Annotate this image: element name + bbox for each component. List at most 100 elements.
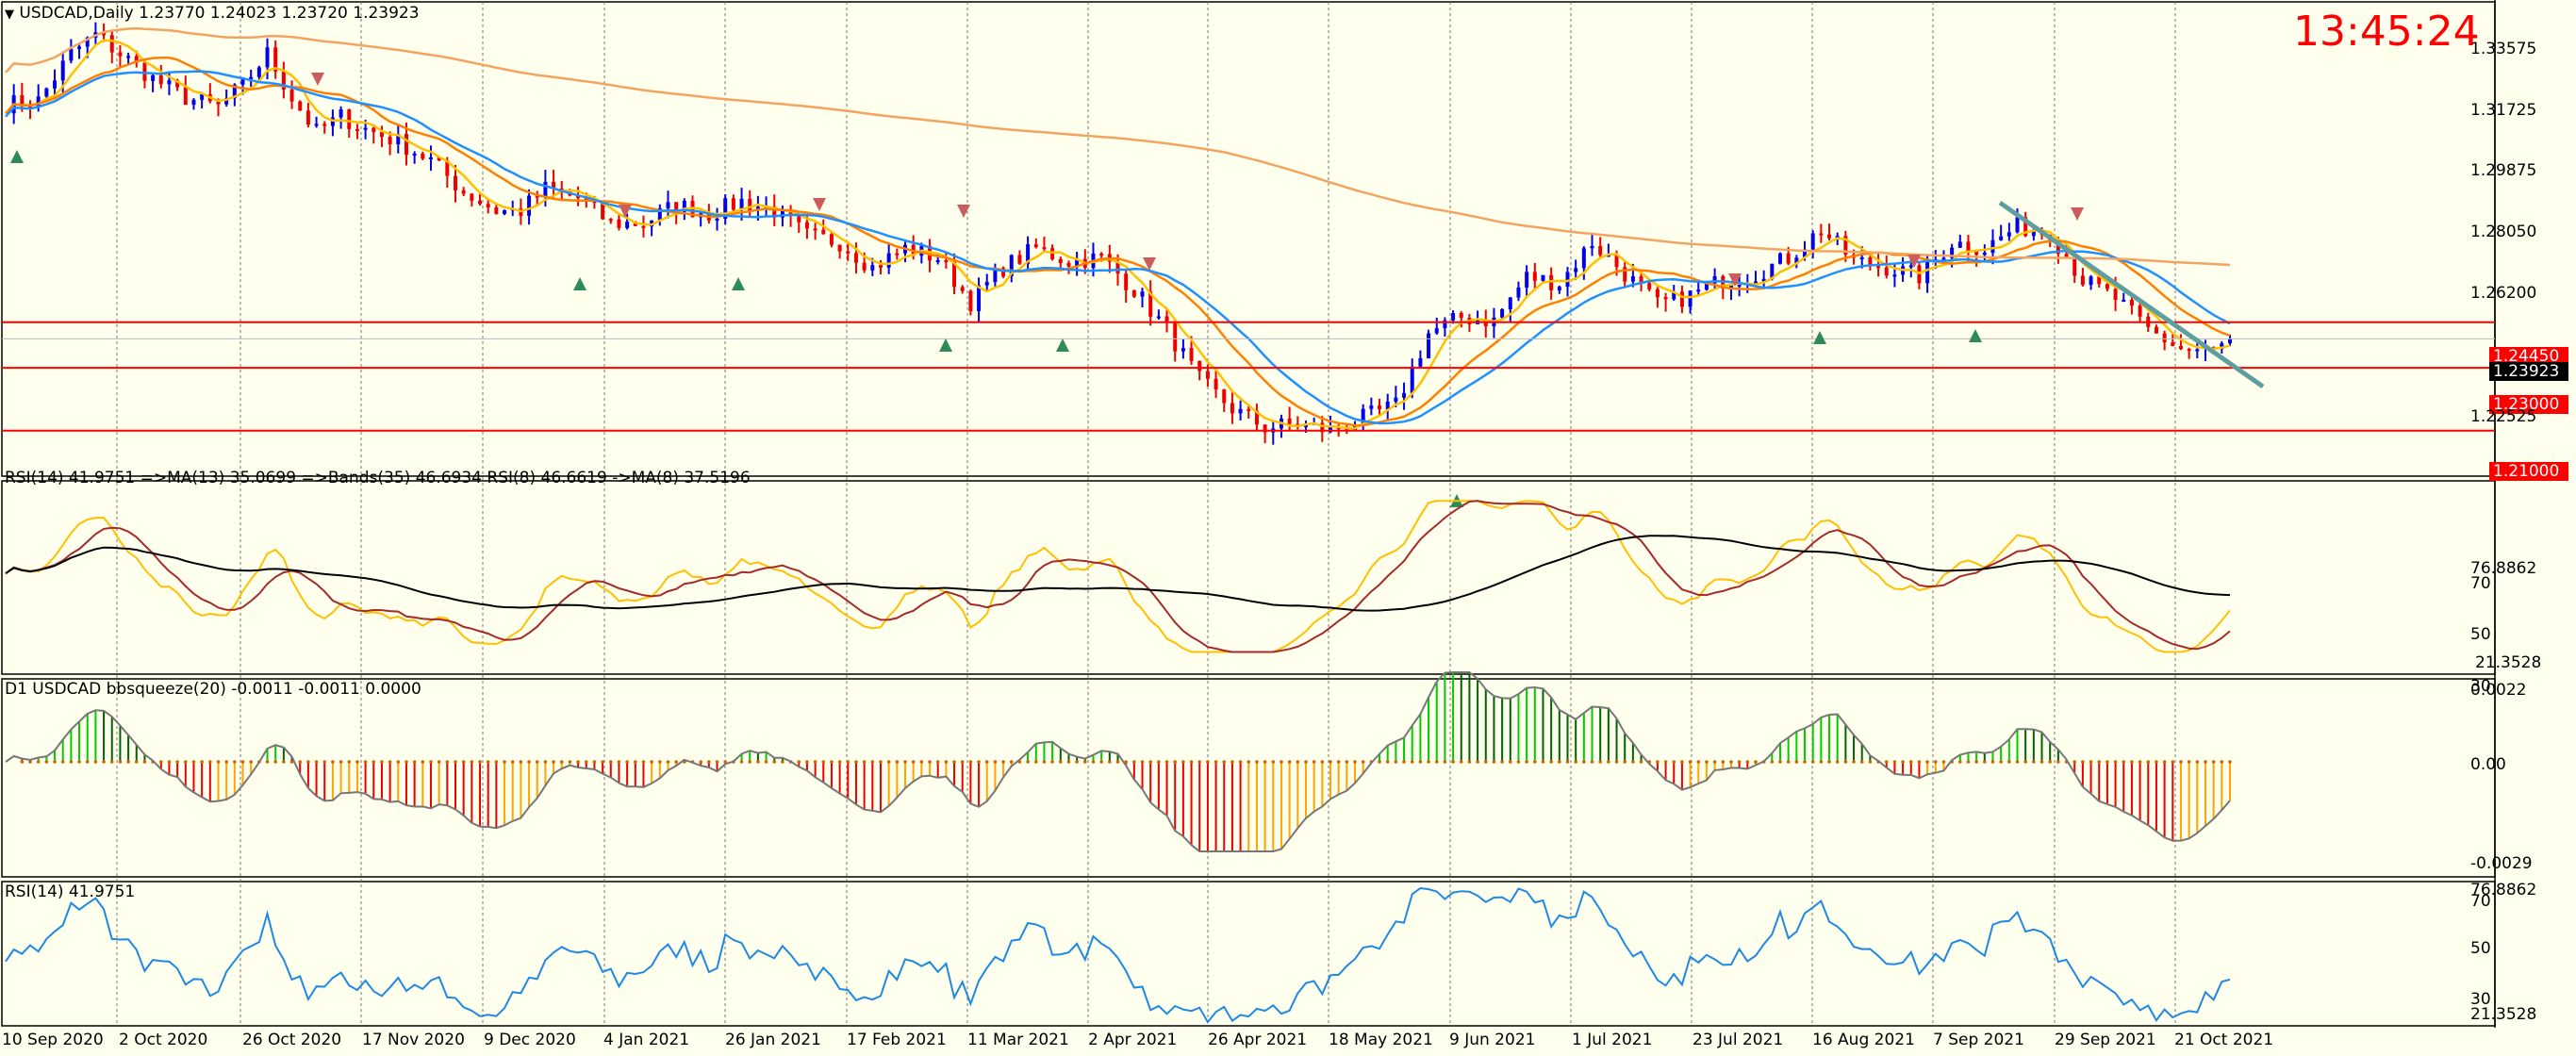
candle-body [968, 290, 973, 312]
squeeze-dot [1892, 760, 1897, 764]
candle-body [1230, 403, 1234, 414]
squeeze-dot [184, 760, 188, 764]
squeeze-dot [2113, 760, 2118, 764]
candle-body [249, 76, 254, 79]
candle-body [1737, 284, 1742, 287]
candle-body [347, 109, 352, 129]
candle-body [813, 228, 817, 231]
squeeze-dot [1656, 760, 1660, 764]
squeeze-dot [592, 760, 597, 764]
candle-body [1238, 408, 1243, 414]
candle-body [1777, 253, 1782, 264]
squeeze-dot [28, 760, 32, 764]
candle-body [1999, 236, 2004, 240]
candle-body [421, 153, 425, 159]
rsi-tick: 70 [2470, 574, 2491, 593]
squeeze-dot [1598, 760, 1602, 764]
up-arrow-icon [1056, 338, 1069, 352]
candle-body [1982, 253, 1987, 256]
squeeze-dot [1197, 760, 1202, 764]
collapse-triangle-icon[interactable]: ▼ [5, 8, 14, 22]
squeeze-dot [559, 760, 564, 764]
candle-body [60, 60, 65, 81]
candle-body [1786, 253, 1791, 264]
squeeze-tick: 0.0022 [2470, 681, 2527, 700]
squeeze-dot [273, 760, 278, 764]
candle-body [2015, 217, 2020, 233]
squeeze-dot [2097, 760, 2102, 764]
candle-body [1859, 256, 1864, 259]
candle-body [69, 48, 74, 61]
candle-body [1770, 263, 1775, 279]
squeeze-dot [1957, 760, 1962, 764]
squeeze-dot [265, 760, 270, 764]
squeeze-dot [634, 760, 637, 764]
squeeze-dot [821, 760, 826, 764]
ma-blue-line [5, 70, 2231, 425]
down-arrow-icon [619, 205, 632, 218]
candle-body [1378, 405, 1382, 410]
candle-body [2228, 338, 2232, 344]
squeeze-dot [2228, 760, 2232, 764]
squeeze-dot [208, 760, 212, 764]
squeeze-dot [1933, 760, 1938, 764]
squeeze-dot [862, 760, 867, 764]
squeeze-dot [2015, 760, 2020, 764]
candle-body [1614, 255, 1619, 268]
panel-frame [1, 881, 2496, 1027]
squeeze-dot [2220, 760, 2224, 764]
squeeze-dot [503, 760, 506, 764]
squeeze-dot [519, 760, 523, 764]
date-label: 17 Nov 2020 [362, 1031, 465, 1049]
candle-body [1385, 401, 1390, 410]
candle-body [1148, 291, 1153, 317]
candle-body [1443, 320, 1447, 329]
squeeze-dot [380, 760, 384, 764]
candle-body [870, 265, 875, 271]
squeeze-dot [1500, 760, 1504, 764]
candle-body [298, 101, 303, 111]
candle-body [265, 47, 270, 68]
squeeze-dot [396, 760, 401, 764]
down-arrow-icon [2071, 207, 2084, 221]
date-label: 29 Sep 2021 [2055, 1031, 2156, 1049]
candle-body [1679, 291, 1684, 307]
squeeze-dot [1378, 760, 1381, 764]
candle-body [2154, 326, 2158, 334]
rsi-tick: 21.3528 [2475, 653, 2542, 672]
squeeze-dot [1083, 760, 1087, 764]
squeeze-dot [1418, 760, 1423, 764]
candle-body [1459, 313, 1463, 319]
squeeze-dot [1925, 760, 1929, 764]
squeeze-dot [1688, 760, 1693, 764]
squeeze-dot [1304, 760, 1308, 764]
date-label: 26 Jan 2021 [725, 1031, 821, 1049]
ma-mid-line [5, 57, 2231, 427]
squeeze-dot [617, 760, 621, 764]
squeeze-dot [1230, 760, 1234, 764]
candle-body [109, 35, 114, 53]
candle-body [1606, 255, 1610, 257]
squeeze-dot [429, 760, 433, 764]
candle-body [878, 265, 883, 268]
date-label: 9 Jun 2021 [1449, 1031, 1536, 1049]
candle-body [2162, 333, 2167, 343]
candle-body [1222, 389, 1227, 404]
candle-body [1197, 360, 1202, 371]
squeeze-dot [535, 760, 539, 764]
candle-body [535, 195, 539, 198]
candle-body [102, 32, 107, 36]
candle-body [1623, 267, 1627, 282]
squeeze-dot [1623, 760, 1627, 764]
candle-body [494, 207, 499, 214]
squeeze-tick: 0.00 [2470, 755, 2506, 774]
squeeze-dot [1140, 760, 1145, 764]
squeeze-dot [797, 760, 801, 764]
candle-body [1254, 410, 1259, 425]
squeeze-dot [2204, 760, 2207, 764]
squeeze-dot [1778, 760, 1782, 764]
squeeze-dot [1639, 760, 1643, 764]
squeeze-dot [1705, 760, 1709, 764]
candle-body [1663, 297, 1668, 300]
